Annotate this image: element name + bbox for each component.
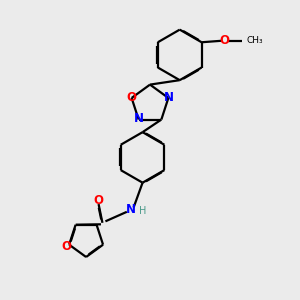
Text: N: N — [164, 92, 174, 104]
Text: N: N — [126, 203, 136, 216]
Text: O: O — [219, 34, 229, 47]
Text: CH₃: CH₃ — [246, 36, 263, 45]
Text: O: O — [62, 240, 72, 253]
Text: O: O — [93, 194, 103, 207]
Text: N: N — [134, 112, 144, 125]
Text: H: H — [140, 206, 147, 216]
Text: O: O — [126, 91, 136, 104]
